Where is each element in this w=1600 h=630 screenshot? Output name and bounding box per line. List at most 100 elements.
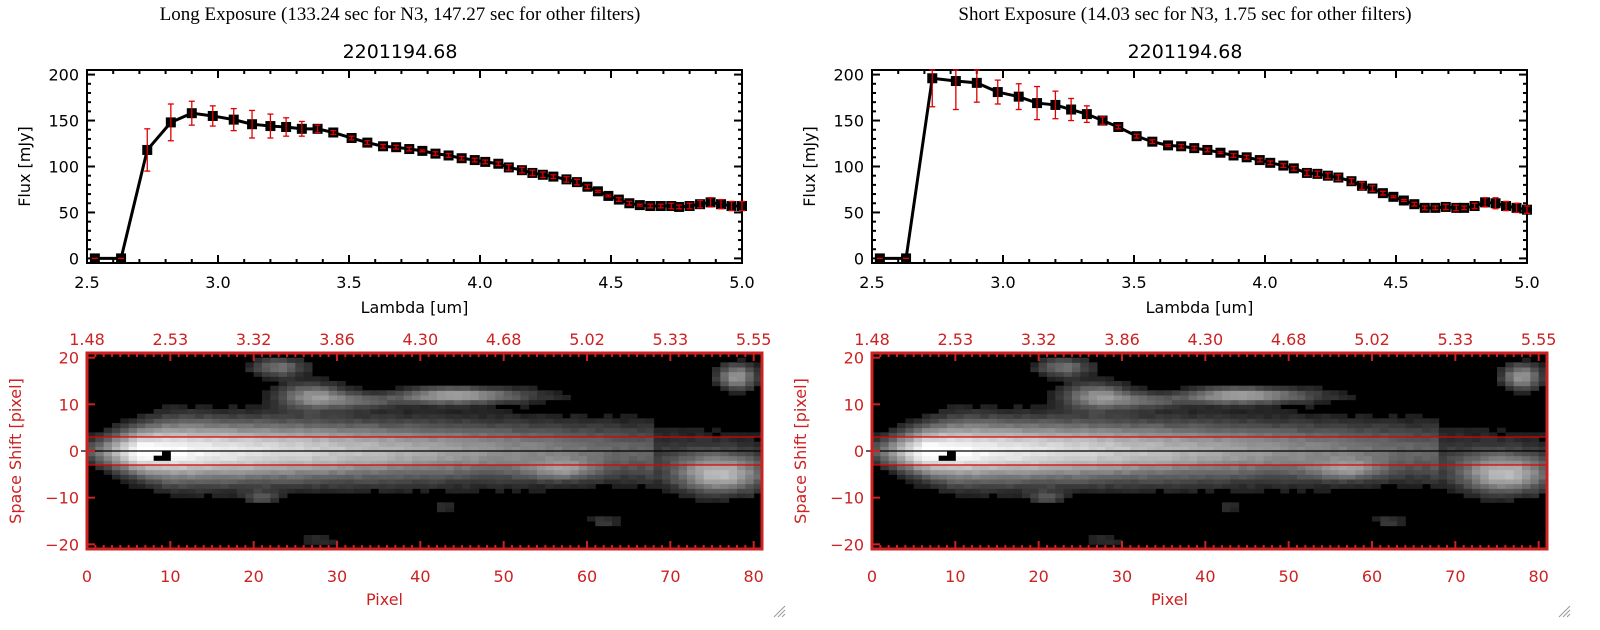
- image-pixel: [1505, 381, 1515, 387]
- image-pixel: [270, 451, 280, 457]
- image-pixel: [1013, 427, 1023, 433]
- image-pixel: [603, 418, 613, 424]
- image-pixel: [1330, 451, 1340, 457]
- image-pixel: [428, 465, 438, 471]
- image-pixel: [653, 474, 663, 480]
- image-pixel: [1505, 469, 1515, 475]
- image-pixel: [420, 418, 430, 424]
- image-pixel: [578, 483, 588, 489]
- image-pixel: [1247, 385, 1256, 391]
- image-pixel: [720, 362, 730, 368]
- image-pixel: [153, 441, 163, 447]
- image-pixel: [545, 465, 555, 471]
- x-tick-label: 30: [1112, 567, 1132, 586]
- image-pixel: [387, 488, 396, 494]
- image-pixel: [1155, 455, 1165, 461]
- image-pixel: [278, 381, 288, 387]
- image-pixel: [478, 423, 488, 429]
- image-pixel: [1030, 367, 1040, 373]
- image-pixel: [378, 488, 388, 494]
- image-pixel: [1130, 469, 1140, 475]
- image-pixel: [1163, 404, 1173, 410]
- top-tick-label: 4.68: [1271, 330, 1307, 349]
- image-pixel: [1322, 413, 1331, 419]
- image-pixel: [270, 376, 280, 382]
- image-pixel: [353, 460, 363, 466]
- image-pixel: [1088, 418, 1098, 424]
- image-pixel: [262, 455, 271, 461]
- image-pixel: [328, 409, 338, 415]
- image-pixel: [428, 418, 438, 424]
- image-pixel: [1055, 493, 1065, 499]
- image-pixel: [645, 455, 655, 461]
- image-pixel: [570, 474, 580, 480]
- image-pixel: [1213, 395, 1223, 401]
- image-pixel: [320, 437, 330, 443]
- image-pixel: [1130, 427, 1140, 433]
- image-pixel: [753, 474, 763, 480]
- image-pixel: [478, 390, 488, 396]
- image-pixel: [303, 427, 313, 433]
- image-pixel: [462, 409, 471, 415]
- image-pixel: [880, 460, 890, 466]
- image-pixel: [1388, 455, 1398, 461]
- image-pixel: [295, 409, 305, 415]
- image-pixel: [988, 488, 998, 494]
- image-pixel: [187, 460, 196, 466]
- image-pixel: [595, 479, 605, 485]
- image-pixel: [1363, 479, 1373, 485]
- image-pixel: [212, 479, 221, 485]
- image-pixel: [662, 469, 671, 475]
- image-pixel: [437, 502, 446, 508]
- image-pixel: [578, 441, 588, 447]
- resize-grip-icon[interactable]: [1557, 604, 1571, 618]
- image-pixel: [930, 441, 940, 447]
- image-pixel: [245, 469, 255, 475]
- image-pixel: [753, 371, 763, 377]
- image-pixel: [997, 446, 1006, 452]
- image-pixel: [1163, 390, 1173, 396]
- image-pixel: [997, 437, 1006, 443]
- image-pixel: [1063, 465, 1073, 471]
- image-pixel: [428, 437, 438, 443]
- image-pixel: [712, 479, 721, 485]
- error-bar: [471, 157, 478, 163]
- image-pixel: [1172, 409, 1181, 415]
- image-pixel: [1063, 441, 1073, 447]
- image-pixel: [1338, 427, 1348, 433]
- image-pixel: [628, 451, 638, 457]
- image-pixel: [997, 432, 1006, 438]
- image-pixel: [603, 465, 613, 471]
- image-pixel: [295, 385, 305, 391]
- image-pixel: [478, 483, 488, 489]
- image-pixel: [1438, 460, 1448, 466]
- image-pixel: [1288, 395, 1298, 401]
- image-pixel: [1372, 437, 1381, 443]
- image-pixel: [1280, 409, 1290, 415]
- image-pixel: [312, 427, 321, 433]
- image-pixel: [412, 460, 421, 466]
- image-pixel: [1397, 432, 1406, 438]
- image-pixel: [1480, 474, 1490, 480]
- resize-grip-icon[interactable]: [772, 604, 786, 618]
- image-pixel: [678, 460, 688, 466]
- image-pixel: [712, 441, 721, 447]
- image-pixel: [1330, 423, 1340, 429]
- image-pixel: [1088, 535, 1098, 541]
- image-pixel: [1080, 469, 1090, 475]
- image-pixel: [1447, 455, 1456, 461]
- image-pixel: [378, 460, 388, 466]
- image-pixel: [328, 390, 338, 396]
- top-tick-label: 3.32: [236, 330, 272, 349]
- image-pixel: [345, 404, 355, 410]
- image-pixel: [1122, 418, 1131, 424]
- image-pixel: [728, 483, 738, 489]
- image-pixel: [1513, 455, 1523, 461]
- image-pixel: [1463, 427, 1473, 433]
- image-pixel: [1113, 539, 1123, 545]
- image-pixel: [963, 479, 973, 485]
- image-pixel: [387, 474, 396, 480]
- image-pixel: [545, 469, 555, 475]
- image-pixel: [520, 441, 530, 447]
- image-pixel: [1188, 479, 1198, 485]
